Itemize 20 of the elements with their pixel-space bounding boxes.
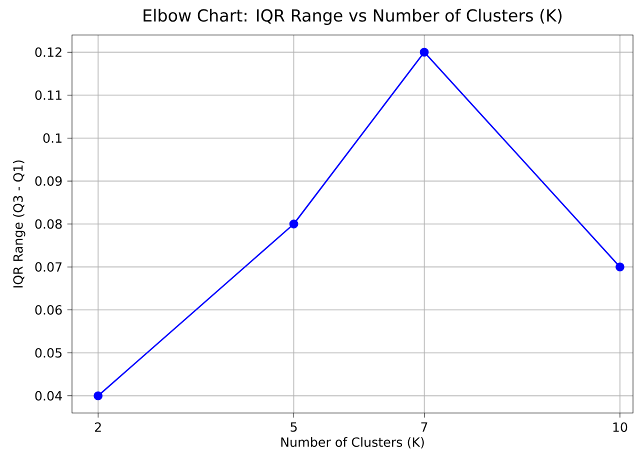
y-tick-label: 0.09 [35, 176, 62, 186]
x-axis-title: Number of Clusters (K) [281, 437, 424, 448]
y-tick-label: 0.1 [43, 133, 62, 143]
y-tick-label: 0.06 [35, 305, 62, 315]
x-tick-label: 5 [290, 422, 297, 432]
chart-title: Elbow Chart: IQR Range vs Number of Clusters (K) [144, 8, 562, 25]
point [615, 262, 624, 272]
y-tick-label: 0.08 [35, 219, 62, 229]
x-tick-label: 7 [421, 422, 428, 432]
y-tick-label: 0.11 [35, 90, 62, 100]
x-tick-label: 10 [613, 422, 628, 432]
y-tick-label: 0.05 [35, 348, 62, 358]
y-tick-label: 0.07 [35, 262, 62, 272]
point [289, 220, 298, 228]
y-axis-title: IQR Range (Q3 - Q1) [13, 160, 26, 288]
x-tick-label: 2 [94, 422, 101, 432]
y-tick-label: 0.12 [35, 47, 62, 57]
point [94, 391, 103, 400]
point [420, 48, 429, 57]
y-tick-label: 0.04 [35, 391, 62, 401]
